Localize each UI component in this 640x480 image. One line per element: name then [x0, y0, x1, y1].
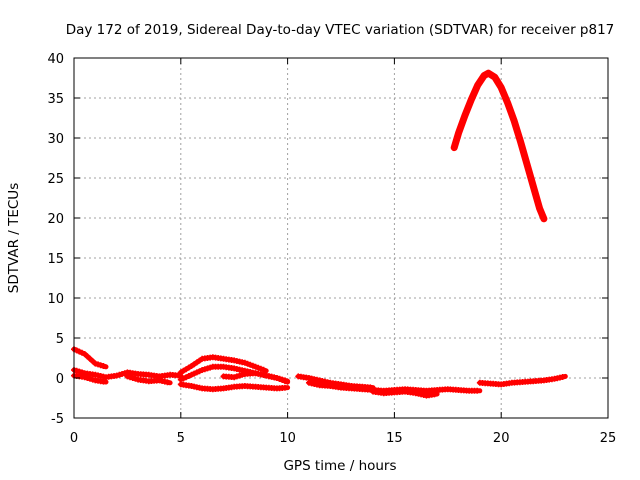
data-point — [522, 155, 529, 161]
data-point — [463, 108, 470, 115]
series-arc-13-markers — [451, 70, 546, 220]
y-tick-label: 20 — [47, 212, 64, 227]
x-tick-label: 25 — [600, 431, 617, 446]
data-point — [523, 160, 530, 167]
y-tick-label: -5 — [51, 412, 64, 427]
y-tick-label: 40 — [47, 52, 64, 67]
data-point — [474, 387, 481, 394]
data-point — [533, 194, 540, 201]
data-point — [471, 89, 478, 96]
x-axis-label: GPS time / hours — [283, 458, 396, 474]
y-tick-label: 0 — [56, 372, 64, 387]
data-point — [527, 171, 534, 178]
series-arc-11-markers — [370, 388, 438, 399]
data-point — [512, 122, 519, 129]
data-point — [514, 127, 521, 134]
data-point — [503, 96, 510, 102]
series-layer — [71, 69, 568, 399]
data-point — [468, 96, 475, 103]
x-tick-label: 15 — [386, 431, 403, 446]
tick-labels: 0 5 10 15 20 25 -5 0 5 10 15 20 25 30 35 40 — [47, 52, 616, 446]
data-point — [473, 85, 480, 92]
data-point — [498, 84, 505, 91]
data-point — [530, 183, 537, 189]
grid — [74, 58, 608, 418]
data-point — [519, 143, 526, 150]
chart-title: Day 172 of 2019, Sidereal Day-to-day VTE… — [66, 22, 615, 38]
y-tick-label: 25 — [47, 172, 64, 187]
data-point — [164, 379, 171, 386]
y-axis-label: SDTVAR / TECUs — [6, 183, 22, 293]
data-point — [520, 149, 527, 156]
data-point — [506, 104, 513, 111]
y-tick-label: 35 — [47, 92, 64, 107]
data-point — [451, 144, 458, 151]
data-point — [452, 141, 459, 147]
data-point — [455, 130, 462, 137]
series-arc-1-markers — [71, 346, 107, 369]
series-arc-8-markers — [220, 370, 288, 384]
y-tick-label: 10 — [47, 292, 64, 307]
data-point — [515, 133, 522, 139]
data-point — [281, 378, 288, 384]
data-point — [499, 88, 506, 95]
data-point — [457, 125, 464, 132]
ticks — [73, 57, 609, 419]
series-arc-13 — [450, 69, 548, 223]
x-tick-label: 5 — [177, 431, 185, 446]
y-tick-label: 15 — [47, 252, 64, 267]
series-arc-3-markers — [71, 372, 107, 385]
data-point — [531, 188, 538, 195]
data-point — [517, 138, 524, 145]
y-tick-label: 5 — [56, 332, 64, 347]
x-tick-label: 10 — [279, 431, 296, 446]
data-point — [504, 99, 511, 106]
series-arc-7-markers — [177, 381, 288, 393]
data-point — [431, 391, 438, 398]
data-point — [260, 366, 267, 373]
data-point — [507, 108, 514, 115]
data-point — [100, 363, 107, 369]
data-point — [465, 104, 472, 111]
data-point — [535, 199, 542, 206]
series-arc-12-markers — [476, 374, 566, 388]
data-point — [559, 374, 566, 380]
plot-frame — [73, 57, 609, 419]
data-point — [460, 117, 467, 123]
data-point — [458, 121, 465, 128]
data-point — [454, 133, 461, 140]
series-arc-4-markers — [124, 373, 171, 386]
data-point — [509, 113, 516, 119]
data-point — [501, 92, 508, 99]
data-point — [469, 93, 476, 99]
data-point — [511, 117, 518, 124]
data-point — [528, 177, 535, 184]
data-point — [461, 112, 468, 119]
data-point — [539, 213, 546, 220]
data-point — [100, 378, 107, 385]
y-tick-label: 30 — [47, 132, 64, 147]
data-point — [525, 166, 532, 173]
data-point — [453, 137, 460, 144]
x-tick-label: 20 — [493, 431, 510, 446]
data-point — [281, 384, 288, 391]
series-arc-5-markers — [177, 354, 267, 376]
data-point — [466, 100, 473, 107]
x-tick-label: 0 — [70, 431, 78, 446]
